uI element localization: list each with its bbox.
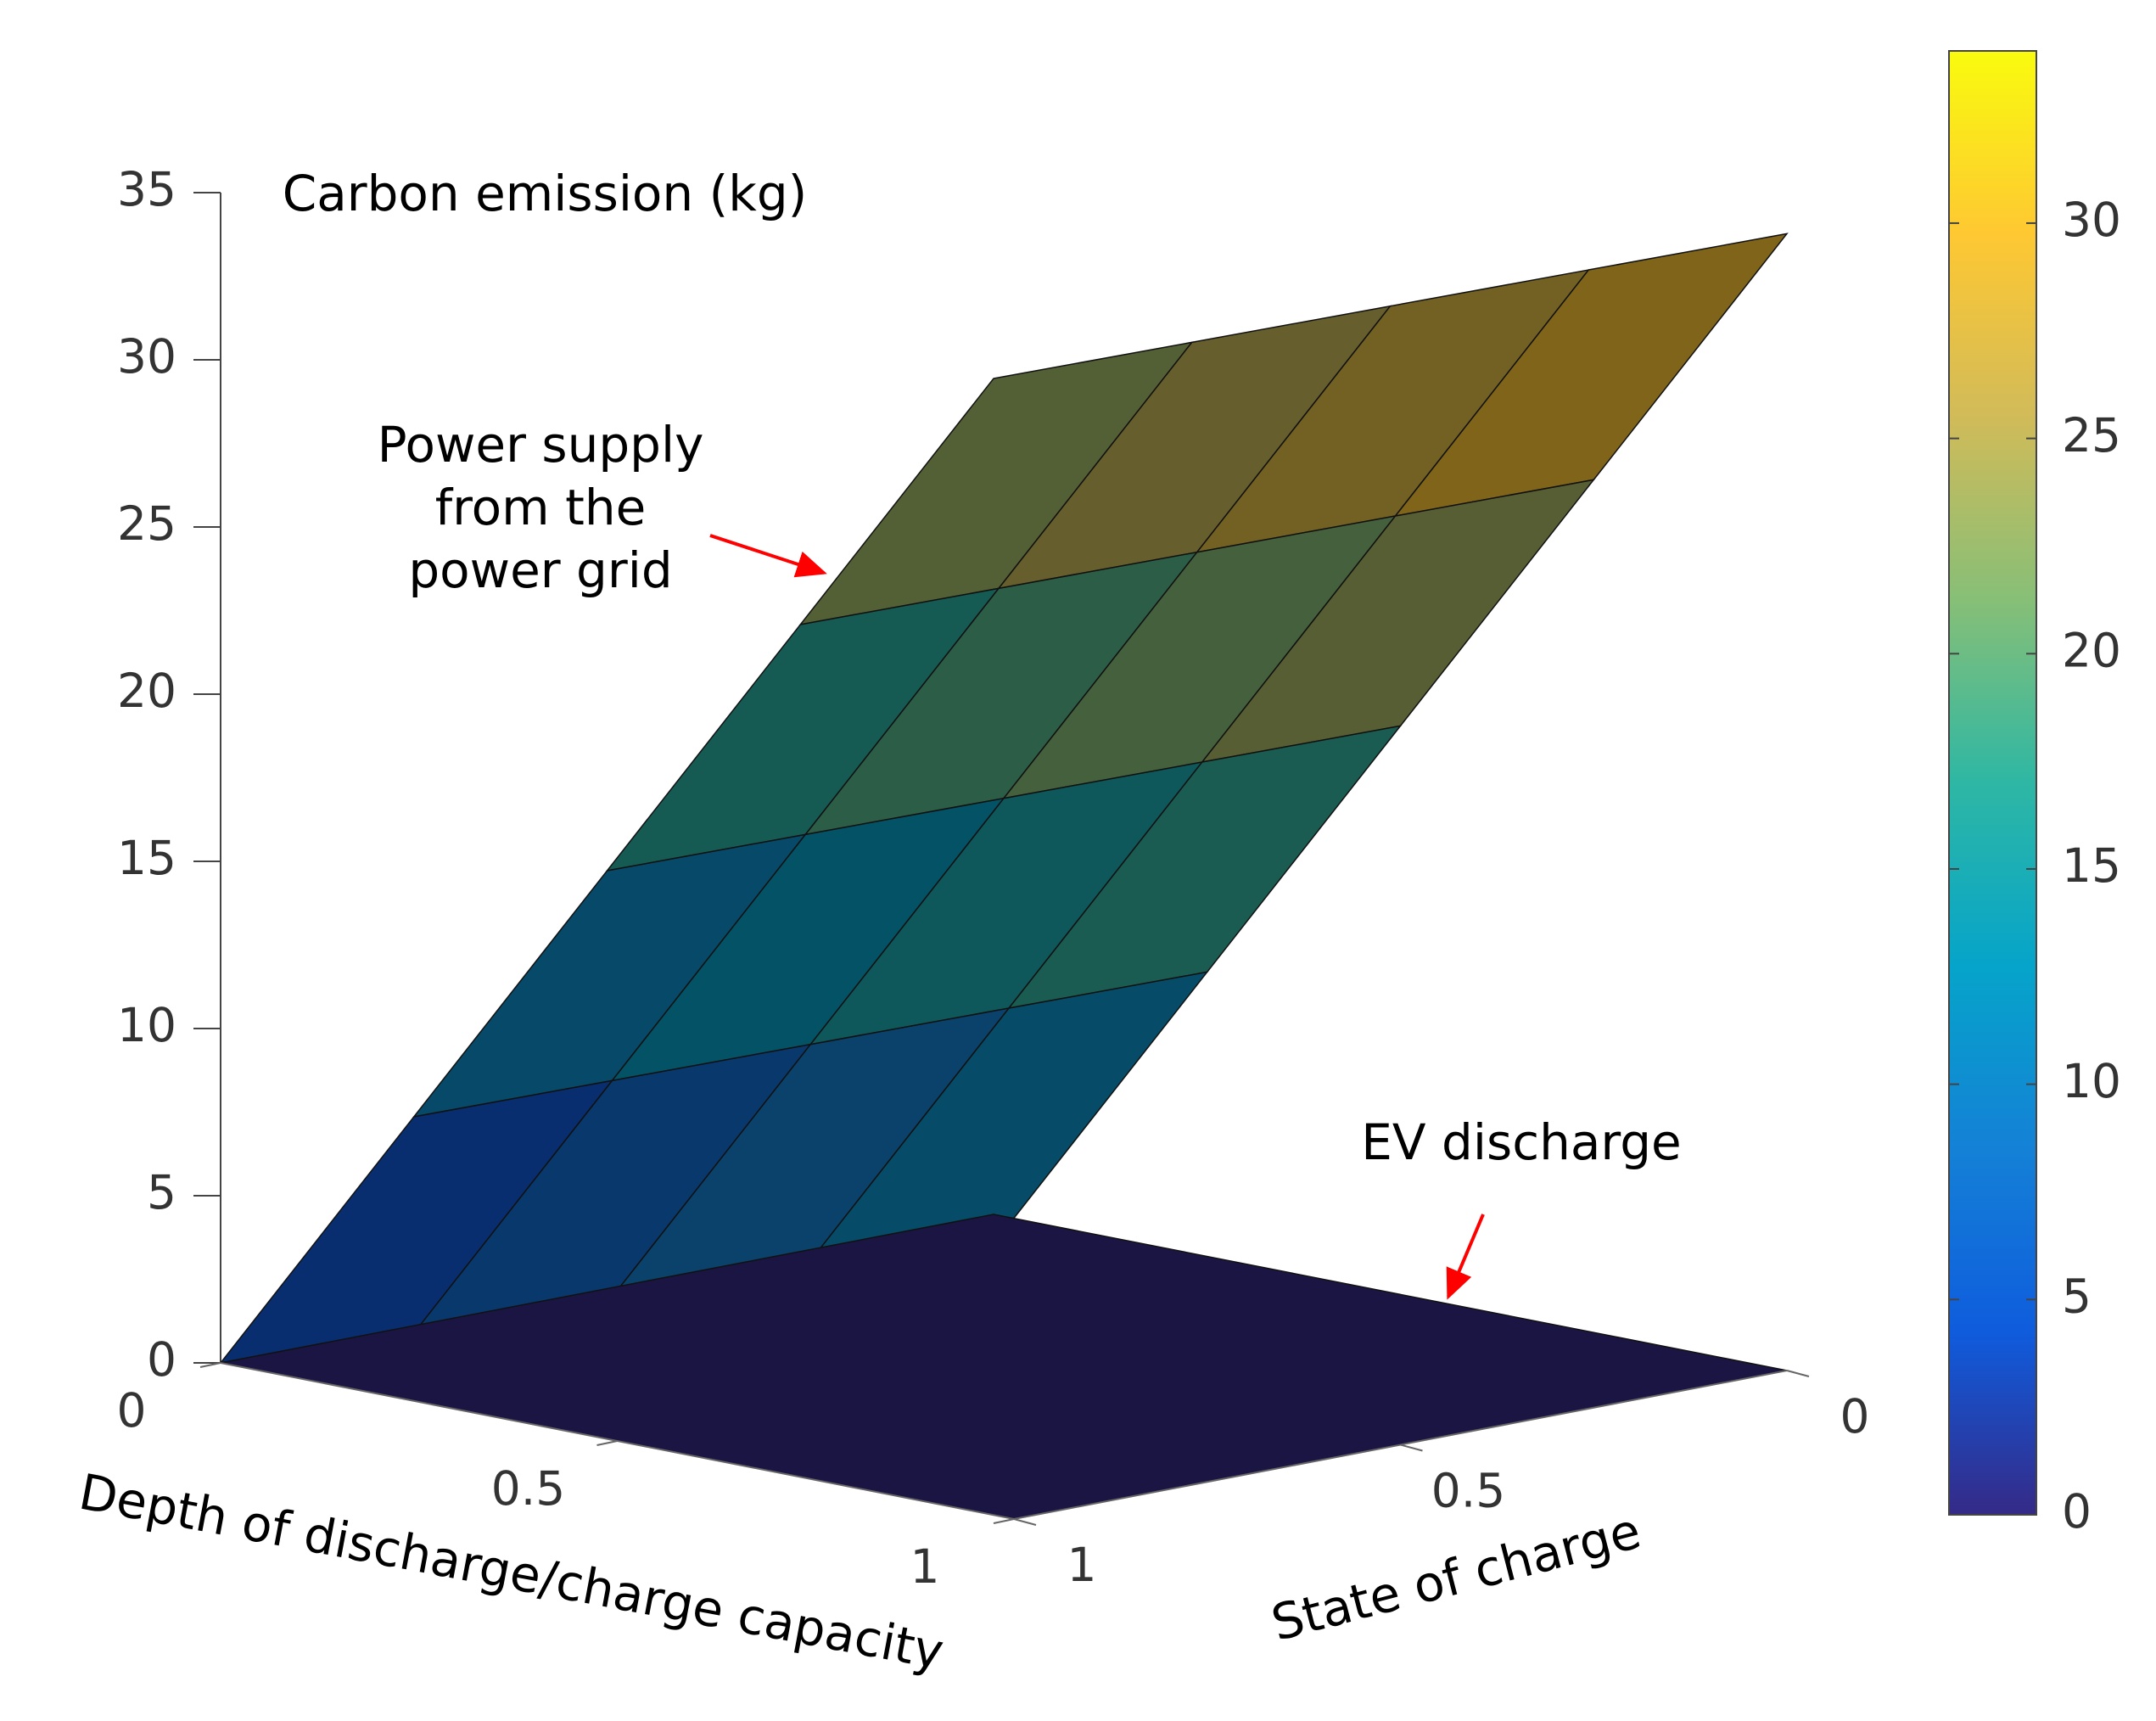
colorbar-tick-label: 15 (2062, 838, 2121, 893)
colorbar-tick-label: 25 (2062, 408, 2121, 462)
y-tick-label: 0.5 (1431, 1464, 1505, 1518)
z-axis-label: Carbon emission (kg) (283, 165, 808, 222)
y-axis-label: State of charge (1266, 1502, 1647, 1652)
z-tick-label: 15 (117, 831, 176, 885)
annotation-text: EV discharge (1361, 1113, 1681, 1171)
y-tick-mark (1013, 1518, 1037, 1526)
annotation-text: power grid (408, 541, 672, 599)
x-tick-mark (993, 1518, 1015, 1524)
colorbar-tick-label: 0 (2062, 1484, 2092, 1539)
y-tick-label: 1 (1067, 1538, 1097, 1592)
colorbar (1948, 50, 2037, 1516)
z-tick-label: 30 (117, 329, 176, 384)
z-tick-label: 10 (117, 998, 176, 1052)
x-tick-mark (199, 1362, 221, 1368)
y-tick-label: 0 (1840, 1389, 1870, 1444)
x-tick-mark (596, 1440, 618, 1446)
z-tick-label: 5 (147, 1165, 176, 1219)
annotation-text: Power supply (378, 416, 704, 474)
annotation-text: from the (435, 479, 647, 536)
y-tick-mark (1400, 1444, 1423, 1452)
y-tick-mark (1786, 1370, 1810, 1377)
x-tick-label: 0 (117, 1383, 147, 1438)
colorbar-tick-label: 10 (2062, 1054, 2121, 1108)
colorbar-tick-label: 30 (2062, 193, 2121, 247)
x-tick-label: 0.5 (491, 1461, 565, 1516)
colorbar-tick-label: 5 (2062, 1269, 2092, 1323)
annotation-arrow (1446, 1214, 1485, 1300)
colorbar-tick-label: 20 (2062, 623, 2121, 677)
x-tick-label: 1 (910, 1539, 940, 1594)
annotation-arrow (709, 534, 827, 578)
z-tick-label: 0 (147, 1332, 176, 1387)
z-tick-label: 20 (117, 664, 176, 718)
z-tick-label: 35 (117, 162, 176, 216)
z-tick-label: 25 (117, 496, 176, 551)
